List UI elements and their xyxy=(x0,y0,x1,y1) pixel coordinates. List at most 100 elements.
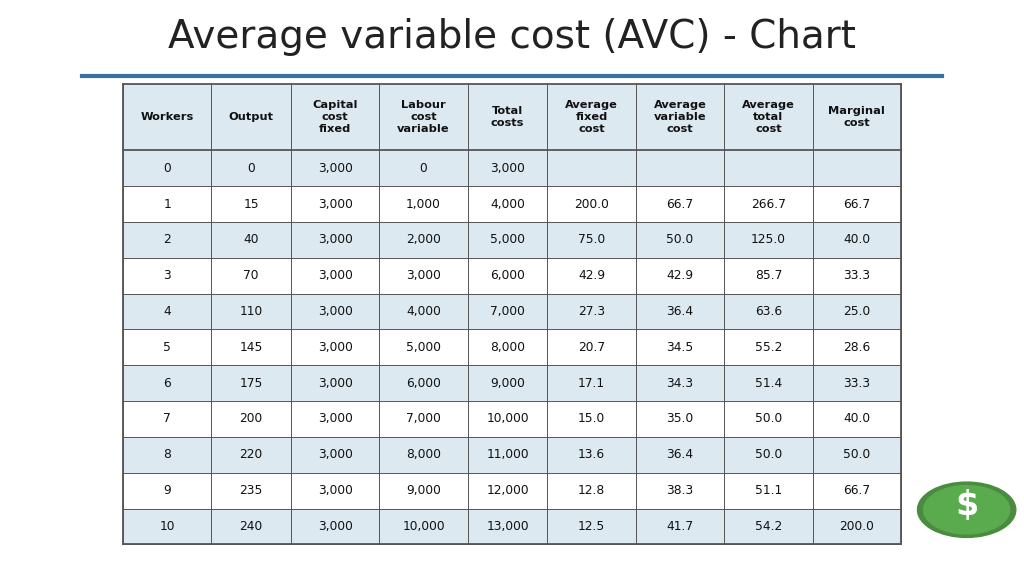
Text: 175: 175 xyxy=(240,377,263,389)
FancyBboxPatch shape xyxy=(123,84,901,150)
Text: 266.7: 266.7 xyxy=(751,198,785,211)
Text: 50.0: 50.0 xyxy=(755,412,782,426)
Text: Total
costs: Total costs xyxy=(490,106,524,128)
Text: 7: 7 xyxy=(163,412,171,426)
FancyBboxPatch shape xyxy=(123,473,901,509)
Text: 3,000: 3,000 xyxy=(317,162,352,175)
Text: 3,000: 3,000 xyxy=(317,448,352,461)
Text: 40: 40 xyxy=(244,233,259,247)
Text: 42.9: 42.9 xyxy=(667,269,693,282)
Text: 50.0: 50.0 xyxy=(844,448,870,461)
Text: 15.0: 15.0 xyxy=(578,412,605,426)
Text: 50.0: 50.0 xyxy=(755,448,782,461)
Text: 2,000: 2,000 xyxy=(407,233,441,247)
FancyBboxPatch shape xyxy=(123,509,901,544)
Text: 200.0: 200.0 xyxy=(574,198,609,211)
Text: 6,000: 6,000 xyxy=(407,377,441,389)
Text: 235: 235 xyxy=(240,484,263,497)
Text: 11,000: 11,000 xyxy=(486,448,528,461)
Text: 13,000: 13,000 xyxy=(486,520,528,533)
Text: 4: 4 xyxy=(163,305,171,318)
FancyBboxPatch shape xyxy=(123,258,901,294)
Text: 36.4: 36.4 xyxy=(667,305,693,318)
Text: Average
total
cost: Average total cost xyxy=(742,100,795,134)
Text: 3,000: 3,000 xyxy=(317,412,352,426)
Text: $: $ xyxy=(955,488,978,522)
Text: 34.3: 34.3 xyxy=(667,377,693,389)
Text: 3,000: 3,000 xyxy=(317,305,352,318)
Text: 3,000: 3,000 xyxy=(317,377,352,389)
Text: 5: 5 xyxy=(163,341,171,354)
Text: 7,000: 7,000 xyxy=(407,412,441,426)
Text: 51.1: 51.1 xyxy=(755,484,782,497)
Text: 33.3: 33.3 xyxy=(844,269,870,282)
Text: 40.0: 40.0 xyxy=(844,233,870,247)
FancyBboxPatch shape xyxy=(123,329,901,365)
Text: 125.0: 125.0 xyxy=(751,233,786,247)
Text: 1,000: 1,000 xyxy=(407,198,441,211)
Text: 0: 0 xyxy=(163,162,171,175)
Text: 2: 2 xyxy=(163,233,171,247)
Text: 1: 1 xyxy=(163,198,171,211)
FancyBboxPatch shape xyxy=(123,437,901,473)
Text: Labour
cost
variable: Labour cost variable xyxy=(397,100,450,134)
Text: 0: 0 xyxy=(420,162,427,175)
Text: Capital
cost
fixed: Capital cost fixed xyxy=(312,100,357,134)
Text: 66.7: 66.7 xyxy=(667,198,693,211)
Text: 13.6: 13.6 xyxy=(578,448,605,461)
FancyBboxPatch shape xyxy=(123,365,901,401)
Text: 6: 6 xyxy=(163,377,171,389)
Text: 200: 200 xyxy=(240,412,263,426)
FancyBboxPatch shape xyxy=(123,222,901,258)
Text: 20.7: 20.7 xyxy=(578,341,605,354)
Text: 70: 70 xyxy=(244,269,259,282)
Text: 10: 10 xyxy=(160,520,175,533)
Text: 5,000: 5,000 xyxy=(490,233,525,247)
Text: 35.0: 35.0 xyxy=(667,412,693,426)
Text: 200.0: 200.0 xyxy=(840,520,874,533)
Text: 12,000: 12,000 xyxy=(486,484,528,497)
Text: Average
fixed
cost: Average fixed cost xyxy=(565,100,618,134)
Text: 3,000: 3,000 xyxy=(317,484,352,497)
Text: 17.1: 17.1 xyxy=(578,377,605,389)
Text: 28.6: 28.6 xyxy=(844,341,870,354)
Text: 220: 220 xyxy=(240,448,263,461)
Text: 42.9: 42.9 xyxy=(578,269,605,282)
Text: 9: 9 xyxy=(163,484,171,497)
Text: 10,000: 10,000 xyxy=(486,412,528,426)
Text: 8,000: 8,000 xyxy=(490,341,525,354)
Text: 36.4: 36.4 xyxy=(667,448,693,461)
Text: 15: 15 xyxy=(244,198,259,211)
Text: Workers: Workers xyxy=(140,112,194,122)
Text: 3,000: 3,000 xyxy=(490,162,525,175)
Text: 41.7: 41.7 xyxy=(667,520,693,533)
Text: 3,000: 3,000 xyxy=(317,520,352,533)
Text: 5,000: 5,000 xyxy=(407,341,441,354)
FancyBboxPatch shape xyxy=(123,401,901,437)
Text: 4,000: 4,000 xyxy=(407,305,441,318)
Text: 6,000: 6,000 xyxy=(490,269,525,282)
Text: 75.0: 75.0 xyxy=(578,233,605,247)
Text: 4,000: 4,000 xyxy=(490,198,525,211)
Text: 12.8: 12.8 xyxy=(578,484,605,497)
Text: 66.7: 66.7 xyxy=(844,484,870,497)
Circle shape xyxy=(924,486,1010,534)
Text: 66.7: 66.7 xyxy=(844,198,870,211)
Text: 50.0: 50.0 xyxy=(667,233,693,247)
Text: Output: Output xyxy=(228,112,273,122)
Text: 25.0: 25.0 xyxy=(844,305,870,318)
Text: 51.4: 51.4 xyxy=(755,377,782,389)
Text: 8: 8 xyxy=(163,448,171,461)
Text: 55.2: 55.2 xyxy=(755,341,782,354)
Text: 10,000: 10,000 xyxy=(402,520,444,533)
Text: 145: 145 xyxy=(240,341,263,354)
Text: 3: 3 xyxy=(163,269,171,282)
FancyBboxPatch shape xyxy=(123,294,901,329)
Text: 34.5: 34.5 xyxy=(667,341,693,354)
Text: 3,000: 3,000 xyxy=(317,198,352,211)
Text: 3,000: 3,000 xyxy=(317,269,352,282)
Text: 33.3: 33.3 xyxy=(844,377,870,389)
FancyBboxPatch shape xyxy=(123,186,901,222)
Text: 63.6: 63.6 xyxy=(755,305,782,318)
Text: 54.2: 54.2 xyxy=(755,520,782,533)
